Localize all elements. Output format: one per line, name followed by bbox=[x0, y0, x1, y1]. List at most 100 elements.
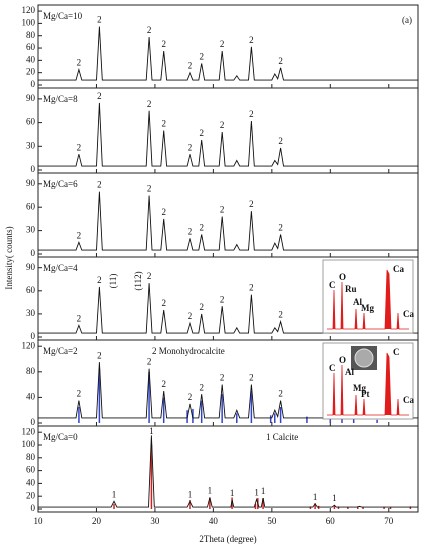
inset-label: C bbox=[329, 363, 336, 373]
y-tick-label: 60 bbox=[26, 285, 36, 295]
legend-note: 2 Monohydrocalcite bbox=[152, 346, 225, 356]
y-tick-label: 120 bbox=[22, 340, 36, 350]
peak-label: 2 bbox=[278, 310, 283, 320]
peak-label: 2 bbox=[220, 373, 225, 383]
y-tick-label: 20 bbox=[26, 490, 36, 500]
peak-label: 2 bbox=[199, 223, 204, 233]
peak-label: 2 bbox=[188, 61, 193, 71]
y-tick-label: 60 bbox=[26, 117, 36, 127]
y-tick-label: 100 bbox=[22, 439, 36, 449]
peak-label: 1 bbox=[254, 487, 259, 497]
x-tick-label: 10 bbox=[34, 516, 44, 526]
inset-label: Ca bbox=[403, 309, 414, 319]
peak-label: 2 bbox=[147, 271, 152, 281]
inset-label: C bbox=[329, 280, 336, 290]
plane-label: (112) bbox=[133, 271, 143, 290]
panel-title: Mg/Ca=6 bbox=[43, 179, 78, 189]
peak-label: 2 bbox=[188, 226, 193, 236]
y-tick-label: 80 bbox=[26, 366, 36, 376]
x-tick-label: 50 bbox=[267, 516, 277, 526]
peak-label: 2 bbox=[161, 119, 166, 129]
y-tick-label: 0 bbox=[31, 79, 36, 89]
peak-label: 2 bbox=[97, 91, 102, 101]
legend-note: 1 Calcite bbox=[266, 432, 298, 442]
x-axis-title: 2Theta (degree) bbox=[199, 534, 256, 544]
pattern-line bbox=[38, 26, 418, 81]
x-tick-label: 60 bbox=[326, 516, 336, 526]
y-tick-label: 30 bbox=[26, 225, 36, 235]
peak-label: 2 bbox=[249, 199, 254, 209]
panel-frame bbox=[37, 172, 419, 258]
y-tick-label: 0 bbox=[31, 164, 36, 174]
peak-label: 1 bbox=[149, 426, 154, 436]
y-tick-label: 60 bbox=[26, 465, 36, 475]
y-tick-label: 80 bbox=[26, 452, 36, 462]
peak-label: 2 bbox=[97, 15, 102, 25]
eds-spectrum bbox=[327, 269, 409, 330]
inset-label: O bbox=[339, 355, 346, 365]
peak-label: 2 bbox=[188, 392, 193, 402]
y-tick-label: 0 bbox=[31, 417, 36, 427]
panel-title: Mg/Ca=10 bbox=[43, 11, 83, 21]
y-tick-label: 90 bbox=[26, 93, 36, 103]
panel-frame bbox=[37, 87, 419, 174]
inset-label: Ca bbox=[403, 395, 414, 405]
peak-label: 2 bbox=[77, 230, 82, 240]
peak-label: 2 bbox=[278, 136, 283, 146]
pattern-line bbox=[38, 435, 418, 508]
inset-label: Ru bbox=[345, 284, 357, 294]
peak-label: 2 bbox=[249, 35, 254, 45]
panel-title: Mg/Ca=8 bbox=[43, 94, 78, 104]
inset-label: Al bbox=[353, 297, 362, 307]
peak-label: 2 bbox=[97, 350, 102, 360]
peak-label: 2 bbox=[147, 99, 152, 109]
y-tick-label: 80 bbox=[26, 30, 36, 40]
peak-label: 2 bbox=[161, 39, 166, 49]
inset-label: Mg bbox=[353, 383, 366, 393]
panel-title: Mg/Ca=4 bbox=[43, 263, 78, 273]
peak-label: 2 bbox=[97, 180, 102, 190]
peak-label: 2 bbox=[77, 58, 82, 68]
inset-label: O bbox=[339, 272, 346, 282]
x-tick-label: 40 bbox=[209, 516, 219, 526]
peak-label: 2 bbox=[220, 294, 225, 304]
panel-label: (a) bbox=[402, 15, 412, 25]
y-tick-label: 90 bbox=[26, 178, 36, 188]
pattern-line bbox=[38, 102, 418, 167]
inset-label: Mg bbox=[361, 303, 374, 313]
y-tick-label: 120 bbox=[22, 426, 36, 436]
inset-label: C bbox=[393, 347, 400, 357]
y-tick-label: 0 bbox=[31, 248, 36, 258]
peak-label: 2 bbox=[147, 357, 152, 367]
peak-label: 2 bbox=[199, 382, 204, 392]
pattern-line bbox=[38, 362, 418, 419]
peak-label: 2 bbox=[220, 205, 225, 215]
y-tick-label: 40 bbox=[26, 391, 36, 401]
panel-frame bbox=[37, 425, 419, 513]
peak-label: 1 bbox=[313, 492, 318, 502]
y-tick-label: 0 bbox=[31, 331, 36, 341]
peak-label: 2 bbox=[278, 389, 283, 399]
y-tick-label: 30 bbox=[26, 308, 36, 318]
peak-label: 2 bbox=[77, 142, 82, 152]
peak-label: 2 bbox=[220, 120, 225, 130]
peak-label: 1 bbox=[188, 489, 193, 499]
pattern-line bbox=[38, 191, 418, 251]
pattern-line bbox=[38, 283, 418, 334]
sem-image bbox=[354, 348, 374, 368]
peak-label: 2 bbox=[147, 25, 152, 35]
panel-title: Mg/Ca=0 bbox=[43, 432, 78, 442]
inset-label: Al bbox=[345, 367, 354, 377]
plane-label: (11) bbox=[108, 274, 118, 289]
peak-label: 2 bbox=[278, 56, 283, 66]
y-axis-title: Intensity( counts) bbox=[4, 226, 14, 289]
peak-label: 1 bbox=[208, 486, 213, 496]
y-tick-label: 40 bbox=[26, 54, 36, 64]
peak-label: 2 bbox=[188, 142, 193, 152]
panel-frame bbox=[37, 4, 419, 89]
peak-label: 1 bbox=[112, 489, 117, 499]
y-tick-label: 0 bbox=[31, 503, 36, 513]
inset-label: Pt bbox=[361, 389, 370, 399]
peak-label: 2 bbox=[220, 39, 225, 49]
